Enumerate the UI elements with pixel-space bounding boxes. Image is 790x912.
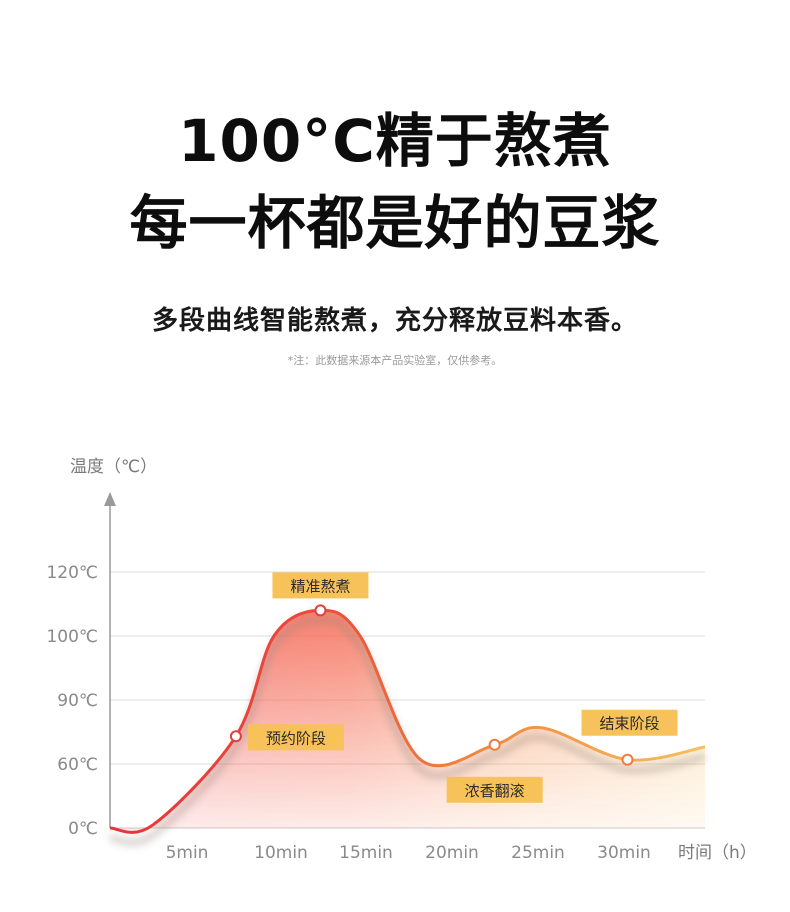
annotation-tag-box xyxy=(272,572,369,599)
y-tick-label: 100℃ xyxy=(46,627,98,647)
annotation-tag-label: 预约阶段 xyxy=(266,729,326,747)
x-tick-label: 20min xyxy=(425,843,479,863)
y-tick-label: 60℃ xyxy=(57,755,98,775)
y-axis-label: 温度（℃） xyxy=(70,457,157,477)
x-tick-label: 25min xyxy=(511,843,565,863)
headline-line-1: 100°C精于熬煮 xyxy=(178,107,612,175)
annotation-tag: 精准熬煮 xyxy=(272,572,369,599)
y-tick-label: 0℃ xyxy=(68,819,98,839)
y-tick-label: 120℃ xyxy=(46,563,98,583)
annotation-tag-label: 结束阶段 xyxy=(599,715,659,733)
annotation-marker xyxy=(314,604,327,617)
x-tick-label: 30min xyxy=(597,843,651,863)
x-tick-label: 15min xyxy=(339,843,393,863)
disclaimer-note: *注：此数据来源本产品实验室，仅供参考。 xyxy=(287,354,503,367)
x-axis-label: 时间（h） xyxy=(678,843,757,863)
annotation-tag-box xyxy=(581,709,678,736)
subtitle: 多段曲线智能熬煮，充分释放豆料本香。 xyxy=(151,306,638,336)
temperature-curve xyxy=(109,608,706,834)
annotation-tag: 预约阶段 xyxy=(247,724,344,751)
annotation-tag-label: 浓香翻滚 xyxy=(465,782,525,800)
annotation-tag: 浓香翻滚 xyxy=(446,776,543,803)
curve-area-fill xyxy=(110,610,706,833)
annotation-tag-box xyxy=(247,724,344,751)
annotation-tag-box xyxy=(446,776,543,803)
annotation-tag-label: 精准熬煮 xyxy=(290,577,350,595)
headline-line-2: 每一杯都是好的豆浆 xyxy=(129,189,661,257)
x-tick-label: 5min xyxy=(166,843,209,863)
annotation-marker xyxy=(488,738,501,751)
annotation-marker xyxy=(621,753,634,766)
y-tick-label: 90℃ xyxy=(57,691,98,711)
y-axis-arrow-icon xyxy=(104,492,116,506)
annotation-marker xyxy=(229,730,242,743)
annotation-tag: 结束阶段 xyxy=(581,709,678,736)
x-tick-label: 10min xyxy=(254,843,308,863)
curve-shadow xyxy=(109,617,706,846)
